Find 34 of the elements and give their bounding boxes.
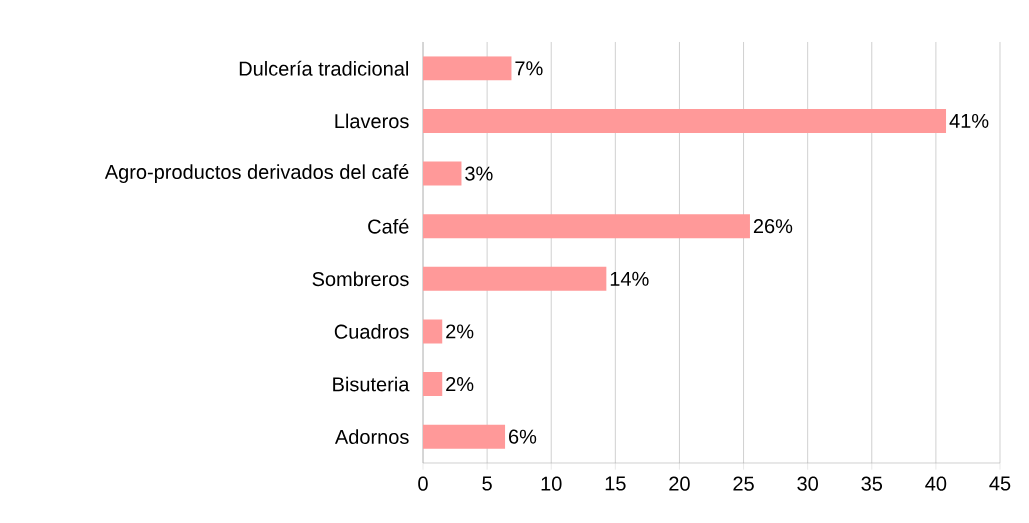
y-tick-label: Agro-productos derivados del café — [104, 164, 409, 183]
x-tick-label: 20 — [669, 476, 690, 491]
bar — [423, 372, 443, 397]
bar — [423, 161, 462, 186]
bar — [423, 214, 750, 239]
y-tick-label: Dulcería tradicional — [239, 60, 408, 76]
data-label: 2% — [446, 324, 474, 339]
bar — [423, 319, 443, 344]
y-tick-label: Cuadros — [334, 324, 409, 339]
x-tick-label: 40 — [925, 476, 947, 491]
data-label: 6% — [509, 429, 537, 444]
y-tick-label: Sombreros — [312, 271, 409, 287]
bar — [423, 108, 947, 133]
bar — [423, 266, 607, 291]
x-tick-label: 30 — [797, 476, 818, 491]
bar — [423, 56, 512, 81]
data-label: 2% — [446, 377, 474, 392]
bar — [423, 424, 506, 449]
data-label: 3% — [465, 166, 493, 181]
x-tick-label: 10 — [541, 476, 562, 491]
x-tick-label: 15 — [605, 476, 626, 491]
y-tick-label: Café — [368, 218, 409, 234]
x-tick-label: 5 — [482, 476, 492, 491]
x-tick-label: 0 — [418, 476, 428, 491]
data-label: 7% — [515, 61, 543, 76]
x-tick-label: 45 — [989, 476, 1011, 491]
data-label: 41% — [949, 113, 989, 128]
x-tick-label: 25 — [733, 476, 754, 491]
data-label: 14% — [610, 271, 649, 286]
y-tick-label: Adornos — [334, 429, 409, 445]
x-tick-label: 35 — [861, 476, 883, 491]
y-tick-label: Bisuteria — [333, 376, 410, 392]
y-tick-label: Llaveros — [335, 113, 409, 129]
data-label: 26% — [753, 219, 793, 234]
